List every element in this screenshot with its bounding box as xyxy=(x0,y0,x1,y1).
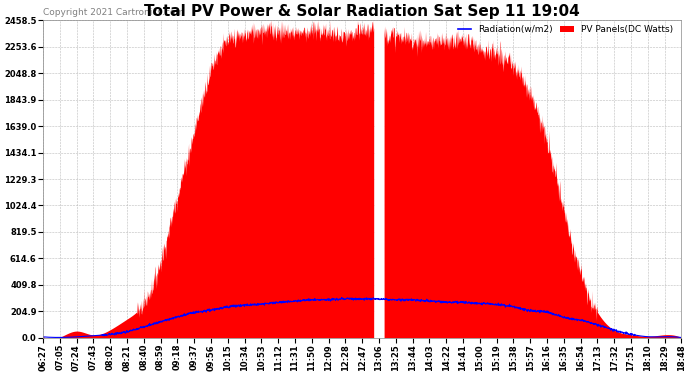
Title: Total PV Power & Solar Radiation Sat Sep 11 19:04: Total PV Power & Solar Radiation Sat Sep… xyxy=(144,4,580,19)
Legend: Radiation(w/m2), PV Panels(DC Watts): Radiation(w/m2), PV Panels(DC Watts) xyxy=(454,22,677,38)
Text: Copyright 2021 Cartronics.com: Copyright 2021 Cartronics.com xyxy=(43,8,184,17)
